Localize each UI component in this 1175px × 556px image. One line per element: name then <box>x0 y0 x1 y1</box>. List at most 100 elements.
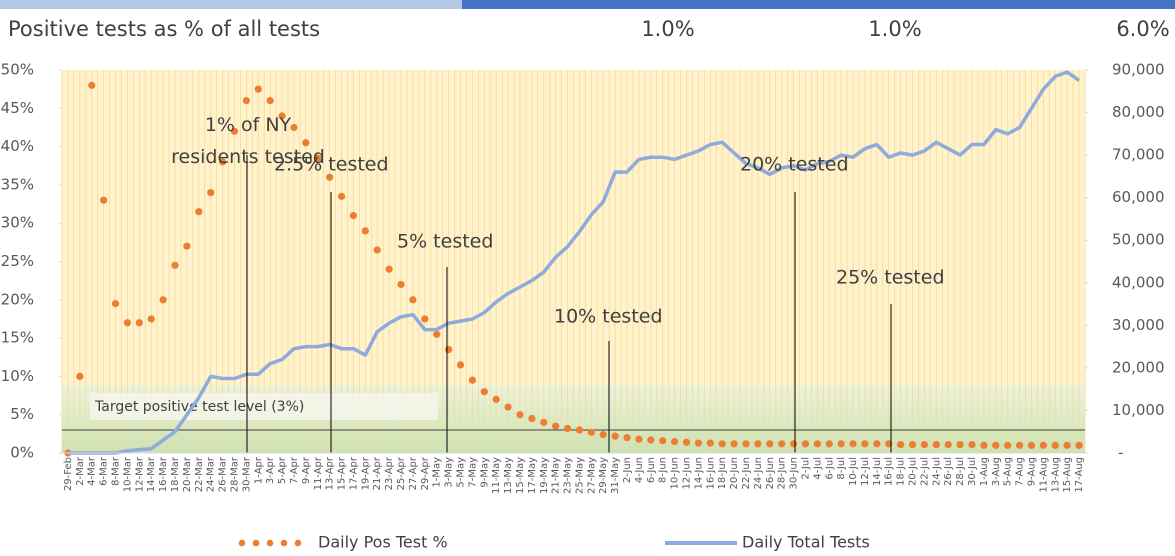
pos-dot <box>444 345 453 354</box>
pos-dot <box>552 422 560 430</box>
pos-dot <box>635 435 643 443</box>
x-tick-label: 3-Apr <box>265 456 276 484</box>
annotation: 10% tested <box>554 306 663 328</box>
x-tick-label: 6-Jul <box>824 457 835 480</box>
pos-dot <box>314 154 322 162</box>
pos-dot <box>920 440 929 449</box>
x-tick-label: 2-Mar <box>75 456 86 486</box>
pos-dot <box>171 261 179 269</box>
annotation: 25% tested <box>836 267 945 289</box>
tests-line <box>67 70 1081 455</box>
x-tick-label: 14-Jun <box>693 457 704 490</box>
pos-dot <box>706 439 714 447</box>
pos-dot <box>766 440 774 448</box>
y2-tick-label: 90,000 <box>1112 61 1165 79</box>
y2-tick-label: 40,000 <box>1112 273 1165 291</box>
pos-dot <box>873 440 881 448</box>
pos-dot <box>789 440 798 448</box>
x-tick-label: 22-Mar <box>194 456 205 492</box>
y-tick-label: 40% <box>1 137 34 155</box>
pos-dot <box>100 196 108 204</box>
x-tick-label: 7-May <box>467 457 478 488</box>
x-tick-label: 13-May <box>503 457 514 494</box>
x-tick-label: 29-Apr <box>420 456 431 490</box>
x-tick-label: 12-Jul <box>860 457 871 486</box>
y-tick-label: 15% <box>1 329 34 347</box>
x-tick-label: 15-Apr <box>337 456 348 490</box>
x-tick-label: 24-Jul <box>931 457 942 486</box>
x-tick-label: 8-Jul <box>836 457 847 480</box>
pos-dot <box>908 440 917 449</box>
x-tick-label: 2-Jul <box>800 457 811 480</box>
x-tick-label: 11-Apr <box>313 456 324 490</box>
pos-dot <box>587 428 595 436</box>
pos-dot <box>682 438 691 446</box>
x-tick-label: 21-May <box>551 457 562 494</box>
legend-swatch <box>252 539 260 547</box>
pos-dot <box>504 403 512 411</box>
x-tick-label: 28-Jul <box>955 457 966 486</box>
pos-dot <box>195 208 203 216</box>
x-tick-label: 6-Jun <box>646 457 657 483</box>
pos-dot <box>230 127 239 135</box>
x-tick-label: 23-May <box>563 457 574 494</box>
x-tick-label: 1-Aug <box>979 457 990 486</box>
pos-dot <box>825 440 833 448</box>
x-tick-label: 9-Aug <box>1026 457 1037 486</box>
y2-tick-label: 70,000 <box>1112 146 1165 164</box>
x-tick-label: 28-Mar <box>229 456 240 492</box>
y2-tick-label: 50,000 <box>1112 231 1165 249</box>
pos-dot <box>1015 441 1024 449</box>
x-tick-label: 8-Mar <box>111 456 122 486</box>
x-tick-label: 21-Apr <box>372 456 383 490</box>
pos-dot <box>409 296 417 304</box>
pos-dot <box>992 441 1000 449</box>
pos-dot <box>801 440 810 448</box>
y-tick-label: 0% <box>10 444 34 462</box>
x-tick-label: 10-Jun <box>670 457 681 490</box>
header-value: 1.0% <box>868 17 921 41</box>
pos-dot <box>968 440 976 449</box>
y2-tick-label: 20,000 <box>1112 358 1165 376</box>
pos-dot <box>1063 441 1071 449</box>
y-tick-label: 10% <box>1 367 34 385</box>
x-tick-label: 31-May <box>610 457 621 494</box>
x-tick-label: 1-May <box>432 457 443 488</box>
y-tick-label: 45% <box>1 99 34 117</box>
x-tick-label: 3-Aug <box>991 457 1002 486</box>
pos-dot <box>623 434 631 442</box>
pos-dot <box>183 242 191 250</box>
x-tick-label: 7-Aug <box>1015 457 1026 486</box>
legend-label: Daily Total Tests <box>742 533 870 552</box>
x-tick-label: 18-Jun <box>717 457 728 490</box>
x-tick-label: 20-Jul <box>908 457 919 486</box>
pos-dot <box>932 440 940 449</box>
pos-dot <box>111 300 120 308</box>
pos-dot <box>1039 441 1047 449</box>
x-tick-label: 18-Jul <box>896 457 907 486</box>
pos-dot <box>742 440 750 448</box>
target-label: Target positive test level (3%) <box>94 399 304 415</box>
y-tick-label: 20% <box>1 290 34 308</box>
annotation: 20% tested <box>740 154 849 176</box>
x-tick-label: 4-Mar <box>87 456 98 486</box>
header-value: 1.0% <box>641 17 694 41</box>
x-tick-label: 17-May <box>527 457 538 494</box>
y2-tick-label: 10,000 <box>1112 401 1165 419</box>
pos-dot <box>468 376 476 384</box>
marks <box>64 70 1083 457</box>
x-tick-label: 30-Jul <box>967 457 978 486</box>
x-tick-label: 27-Apr <box>408 456 419 490</box>
pos-dot <box>778 440 786 448</box>
pos-dot <box>373 246 381 254</box>
legend-swatch <box>238 539 246 547</box>
pos-dot <box>1027 441 1036 449</box>
x-tick-label: 24-Mar <box>206 456 217 492</box>
x-tick-label: 9-Apr <box>301 456 312 484</box>
y-tick-label: 5% <box>10 405 34 423</box>
x-tick-label: 14-Mar <box>146 456 157 492</box>
x-tick-label: 18-Mar <box>170 456 181 492</box>
x-tick-label: 5-Aug <box>1003 457 1014 486</box>
pos-dot <box>563 424 572 433</box>
x-tick-label: 30-Jun <box>789 457 800 490</box>
